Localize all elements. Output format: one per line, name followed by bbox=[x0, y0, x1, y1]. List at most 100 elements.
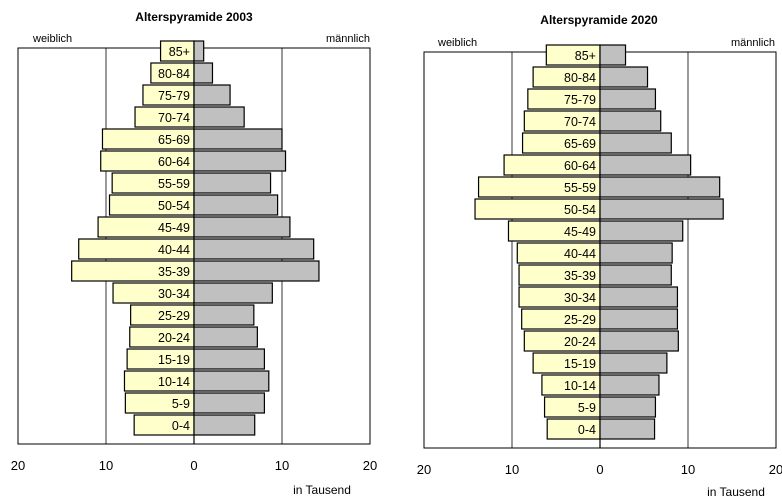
bar-male-80-84 bbox=[193, 62, 214, 84]
bar-male-85+ bbox=[193, 40, 205, 62]
age-label: 20-24 bbox=[158, 331, 190, 345]
age-labels-2003: 0-4 5-9 10-14 15-19 20-24 25-29 30-34 35-39 40-4… bbox=[158, 45, 190, 433]
bar-male-65-69 bbox=[599, 132, 672, 154]
bar-male-35-39 bbox=[599, 264, 672, 286]
age-label: 50-54 bbox=[564, 203, 596, 217]
x-tick-label: 20 bbox=[417, 462, 431, 477]
bar-male-50-54 bbox=[599, 198, 724, 220]
age-label: 30-34 bbox=[564, 291, 596, 305]
age-label: 0-4 bbox=[172, 419, 190, 433]
bar-male-75-79 bbox=[599, 88, 657, 110]
bar-male-20-24 bbox=[193, 326, 258, 348]
age-label: 5-9 bbox=[172, 397, 190, 411]
bar-male-15-19 bbox=[193, 348, 266, 370]
right-label-2003: männlich bbox=[326, 33, 370, 45]
bar-male-5-9 bbox=[599, 396, 657, 418]
bar-male-10-14 bbox=[599, 374, 660, 396]
x-tick-label: 10 bbox=[505, 462, 519, 477]
bars-male-2003 bbox=[193, 40, 320, 436]
bar-male-65-69 bbox=[193, 128, 283, 150]
age-label: 85+ bbox=[575, 49, 596, 63]
age-label: 30-34 bbox=[158, 287, 190, 301]
pyramid-chart-2020: Alterspyramide 2020 weiblich männlich 0-… bbox=[417, 13, 782, 498]
age-label: 45-49 bbox=[158, 221, 190, 235]
bar-male-45-49 bbox=[193, 216, 291, 238]
bar-male-20-24 bbox=[599, 330, 679, 352]
x-tick-label: 10 bbox=[275, 458, 289, 473]
age-label: 60-64 bbox=[158, 155, 190, 169]
bar-male-10-14 bbox=[193, 370, 270, 392]
age-label: 35-39 bbox=[564, 269, 596, 283]
age-label: 40-44 bbox=[564, 247, 596, 261]
age-label: 70-74 bbox=[564, 115, 596, 129]
bar-male-55-59 bbox=[193, 172, 272, 194]
bar-male-5-9 bbox=[193, 392, 266, 414]
x-tick-label: 20 bbox=[769, 462, 782, 477]
bar-male-15-19 bbox=[599, 352, 668, 374]
left-label-2003: weiblich bbox=[32, 33, 72, 45]
x-axis-label-2003: in Tausend bbox=[293, 483, 351, 497]
age-label: 80-84 bbox=[564, 71, 596, 85]
bar-male-25-29 bbox=[599, 308, 679, 330]
age-label: 60-64 bbox=[564, 159, 596, 173]
age-label: 40-44 bbox=[158, 243, 190, 257]
age-label: 50-54 bbox=[158, 199, 190, 213]
bar-male-50-54 bbox=[193, 194, 279, 216]
bar-male-0-4 bbox=[193, 414, 256, 436]
age-label: 85+ bbox=[169, 45, 190, 59]
chart-title-2020: Alterspyramide 2020 bbox=[540, 13, 658, 27]
age-label: 15-19 bbox=[158, 353, 190, 367]
bar-male-60-64 bbox=[193, 150, 287, 172]
pyramid-chart-2003: Alterspyramide 2003 weiblich männlich 0-… bbox=[11, 10, 377, 497]
bar-male-80-84 bbox=[599, 66, 649, 88]
age-label: 65-69 bbox=[158, 133, 190, 147]
age-label: 20-24 bbox=[564, 335, 596, 349]
x-tick-label: 10 bbox=[681, 462, 695, 477]
chart-title-2003: Alterspyramide 2003 bbox=[135, 10, 253, 24]
age-label: 55-59 bbox=[564, 181, 596, 195]
bar-male-0-4 bbox=[599, 418, 656, 440]
x-tick-label: 0 bbox=[190, 458, 197, 473]
bar-male-40-44 bbox=[193, 238, 315, 260]
age-label: 0-4 bbox=[578, 423, 596, 437]
bar-male-55-59 bbox=[599, 176, 721, 198]
x-ticks-2003: 20 10 0 10 20 bbox=[11, 458, 377, 473]
bar-male-60-64 bbox=[599, 154, 692, 176]
x-tick-label: 10 bbox=[99, 458, 113, 473]
age-label: 45-49 bbox=[564, 225, 596, 239]
age-label: 25-29 bbox=[564, 313, 596, 327]
age-label: 15-19 bbox=[564, 357, 596, 371]
bar-male-85+ bbox=[599, 44, 627, 66]
age-label: 65-69 bbox=[564, 137, 596, 151]
bars-male-2020 bbox=[599, 44, 724, 440]
x-axis-label-2020: in Tausend bbox=[707, 485, 765, 498]
bar-male-75-79 bbox=[193, 84, 231, 106]
age-label: 70-74 bbox=[158, 111, 190, 125]
age-label: 25-29 bbox=[158, 309, 190, 323]
bar-male-30-34 bbox=[599, 286, 679, 308]
bar-male-45-49 bbox=[599, 220, 684, 242]
bar-male-30-34 bbox=[193, 282, 273, 304]
x-tick-label: 20 bbox=[363, 458, 377, 473]
bar-male-70-74 bbox=[599, 110, 662, 132]
age-label: 80-84 bbox=[158, 67, 190, 81]
bar-male-70-74 bbox=[193, 106, 245, 128]
bar-male-40-44 bbox=[599, 242, 673, 264]
age-label: 10-14 bbox=[158, 375, 190, 389]
x-tick-label: 20 bbox=[11, 458, 25, 473]
x-ticks-2020: 20 10 0 10 20 bbox=[417, 462, 782, 477]
age-label: 5-9 bbox=[578, 401, 596, 415]
age-label: 75-79 bbox=[564, 93, 596, 107]
bars-female-2003 bbox=[71, 40, 195, 436]
age-label: 75-79 bbox=[158, 89, 190, 103]
age-label: 35-39 bbox=[158, 265, 190, 279]
age-label: 10-14 bbox=[564, 379, 596, 393]
x-tick-label: 0 bbox=[596, 462, 603, 477]
bar-male-35-39 bbox=[193, 260, 320, 282]
left-label-2020: weiblich bbox=[437, 37, 477, 49]
bar-male-25-29 bbox=[193, 304, 255, 326]
age-label: 55-59 bbox=[158, 177, 190, 191]
bars-female-2020 bbox=[474, 44, 601, 440]
age-labels-2020: 0-4 5-9 10-14 15-19 20-24 25-29 30-34 35-39 40-4… bbox=[564, 49, 596, 437]
